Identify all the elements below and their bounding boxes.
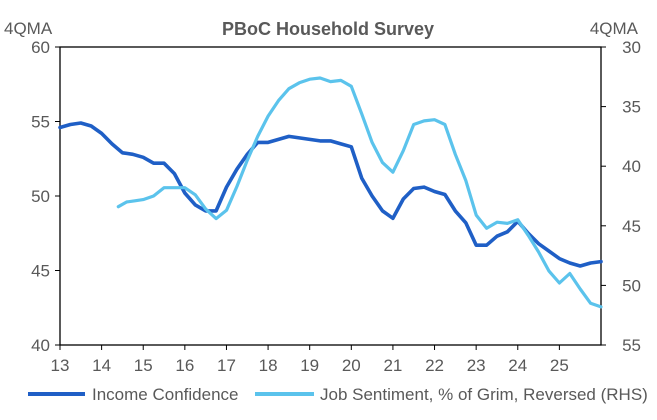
right-y-tick-label: 50 (622, 276, 641, 295)
legend-label-job-sentiment: Job Sentiment, % of Grim, Reversed (RHS) (320, 385, 648, 404)
right-y-tick-label: 35 (622, 98, 641, 117)
x-tick-label: 17 (217, 356, 236, 375)
x-tick-label: 20 (342, 356, 361, 375)
right-y-tick-label: 30 (622, 38, 641, 57)
left-y-tick-label: 45 (31, 262, 50, 281)
x-tick-label: 16 (175, 356, 194, 375)
x-tick-label: 21 (383, 356, 402, 375)
x-tick-label: 19 (300, 356, 319, 375)
x-tick-label: 25 (550, 356, 569, 375)
series-line-job-sentiment-of-grim-reversed-rhs (116, 76, 603, 309)
right-y-tick-label: 55 (622, 336, 641, 355)
legend: Income Confidence Job Sentiment, % of Gr… (28, 385, 648, 404)
x-tick-label: 14 (92, 356, 111, 375)
plot-area-border (59, 46, 602, 346)
legend-label-income-confidence: Income Confidence (92, 385, 238, 404)
x-tick-label: 22 (425, 356, 444, 375)
left-axis-unit-label: 4QMA (4, 19, 53, 38)
left-y-tick-label: 55 (31, 113, 50, 132)
right-y-tick-label: 40 (622, 157, 641, 176)
right-axis-unit-label: 4QMA (590, 19, 639, 38)
series-line-income-confidence (58, 121, 603, 268)
x-tick-label: 15 (134, 356, 153, 375)
x-tick-label: 13 (51, 356, 70, 375)
left-y-axis: 60 55 50 45 40 (31, 38, 60, 355)
x-tick-label: 18 (259, 356, 278, 375)
right-y-tick-label: 45 (622, 217, 641, 236)
x-axis: 13 14 15 16 17 18 19 20 21 22 23 24 25 (51, 345, 569, 375)
left-y-tick-label: 40 (31, 336, 50, 355)
left-y-tick-label: 50 (31, 187, 50, 206)
x-tick-label: 23 (467, 356, 486, 375)
x-tick-label: 24 (508, 356, 527, 375)
series-layer (58, 76, 603, 309)
chart-title: PBoC Household Survey (222, 19, 434, 39)
right-y-axis: 30 35 40 45 50 55 (601, 38, 641, 355)
left-y-tick-label: 60 (31, 38, 50, 57)
